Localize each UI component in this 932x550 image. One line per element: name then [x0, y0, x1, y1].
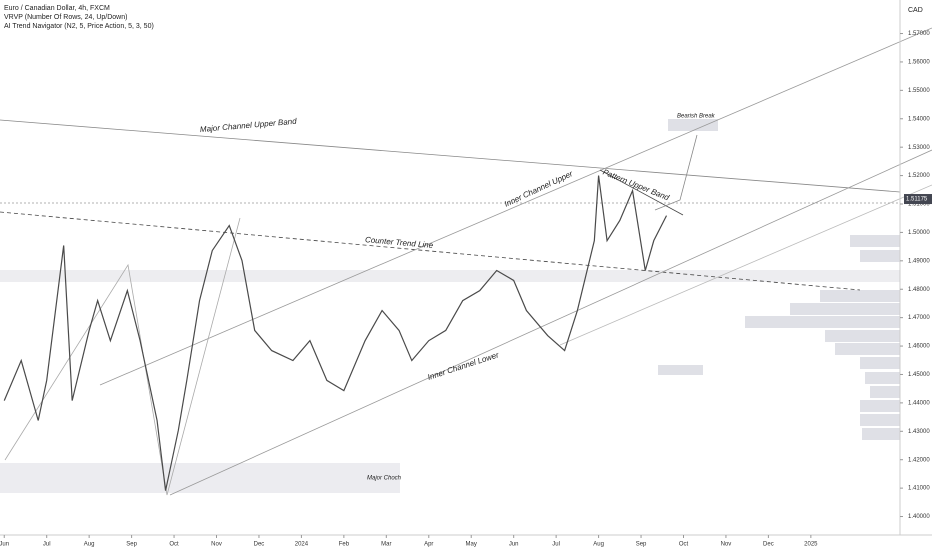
- header-line: AI Trend Navigator (N2, 5, Price Action,…: [4, 23, 154, 30]
- x-tick-label: Jun: [0, 542, 9, 548]
- support-zone: [0, 270, 900, 282]
- price-line: [3, 175, 668, 491]
- y-tick-label: 1.55000: [908, 88, 930, 94]
- last-price-label: 1.51175: [906, 197, 928, 203]
- x-tick-label: Sep: [126, 542, 137, 548]
- y-tick-label: 1.43000: [908, 429, 930, 435]
- x-tick-label: Mar: [381, 542, 391, 548]
- x-tick-label: Aug: [593, 542, 604, 548]
- y-tick-label: 1.47000: [908, 315, 930, 321]
- x-tick-label: 2024: [295, 542, 309, 548]
- x-tick-label: Nov: [721, 542, 732, 548]
- currency-label: CAD: [908, 7, 923, 14]
- x-tick-label: Jul: [43, 542, 51, 548]
- x-tick-label: Oct: [169, 542, 179, 548]
- x-tick-label: Nov: [211, 542, 222, 548]
- y-tick-label: 1.41000: [908, 486, 930, 492]
- y-tick-label: 1.48000: [908, 287, 930, 293]
- x-tick-label: Oct: [679, 542, 689, 548]
- x-tick-label: Jun: [509, 542, 519, 548]
- y-tick-label: 1.57000: [908, 31, 930, 37]
- y-tick-label: 1.42000: [908, 457, 930, 463]
- annotation: Bearish Break: [677, 114, 716, 120]
- x-tick-label: 2025: [804, 542, 818, 548]
- x-tick-label: Sep: [636, 542, 647, 548]
- y-tick-label: 1.51000: [908, 202, 930, 208]
- x-tick-label: Dec: [254, 542, 265, 548]
- y-tick-label: 1.52000: [908, 173, 930, 179]
- choch-zone: [0, 463, 400, 493]
- x-tick-label: Feb: [339, 542, 350, 548]
- header-line: Euro / Canadian Dollar, 4h, FXCM: [4, 5, 110, 12]
- y-tick-label: 1.50000: [908, 230, 930, 236]
- trend-lines: [0, 27, 932, 496]
- y-tick-label: 1.44000: [908, 400, 930, 406]
- annotation: Major Choch: [367, 476, 402, 482]
- y-tick-label: 1.46000: [908, 344, 930, 350]
- y-tick-label: 1.49000: [908, 258, 930, 264]
- y-tick-label: 1.40000: [908, 514, 930, 520]
- y-tick-label: 1.45000: [908, 372, 930, 378]
- x-tick-label: Dec: [763, 542, 774, 548]
- x-tick-label: Jul: [552, 542, 560, 548]
- x-tick-label: Aug: [84, 542, 95, 548]
- y-tick-label: 1.53000: [908, 145, 930, 151]
- volume-profile: [658, 119, 900, 440]
- x-tick-label: May: [466, 542, 477, 548]
- header-line: VRVP (Number Of Rows, 24, Up/Down): [4, 14, 127, 21]
- y-tick-label: 1.56000: [908, 60, 930, 66]
- y-tick-label: 1.54000: [908, 116, 930, 122]
- x-tick-label: Apr: [424, 542, 433, 548]
- last-price-tag: [904, 194, 932, 205]
